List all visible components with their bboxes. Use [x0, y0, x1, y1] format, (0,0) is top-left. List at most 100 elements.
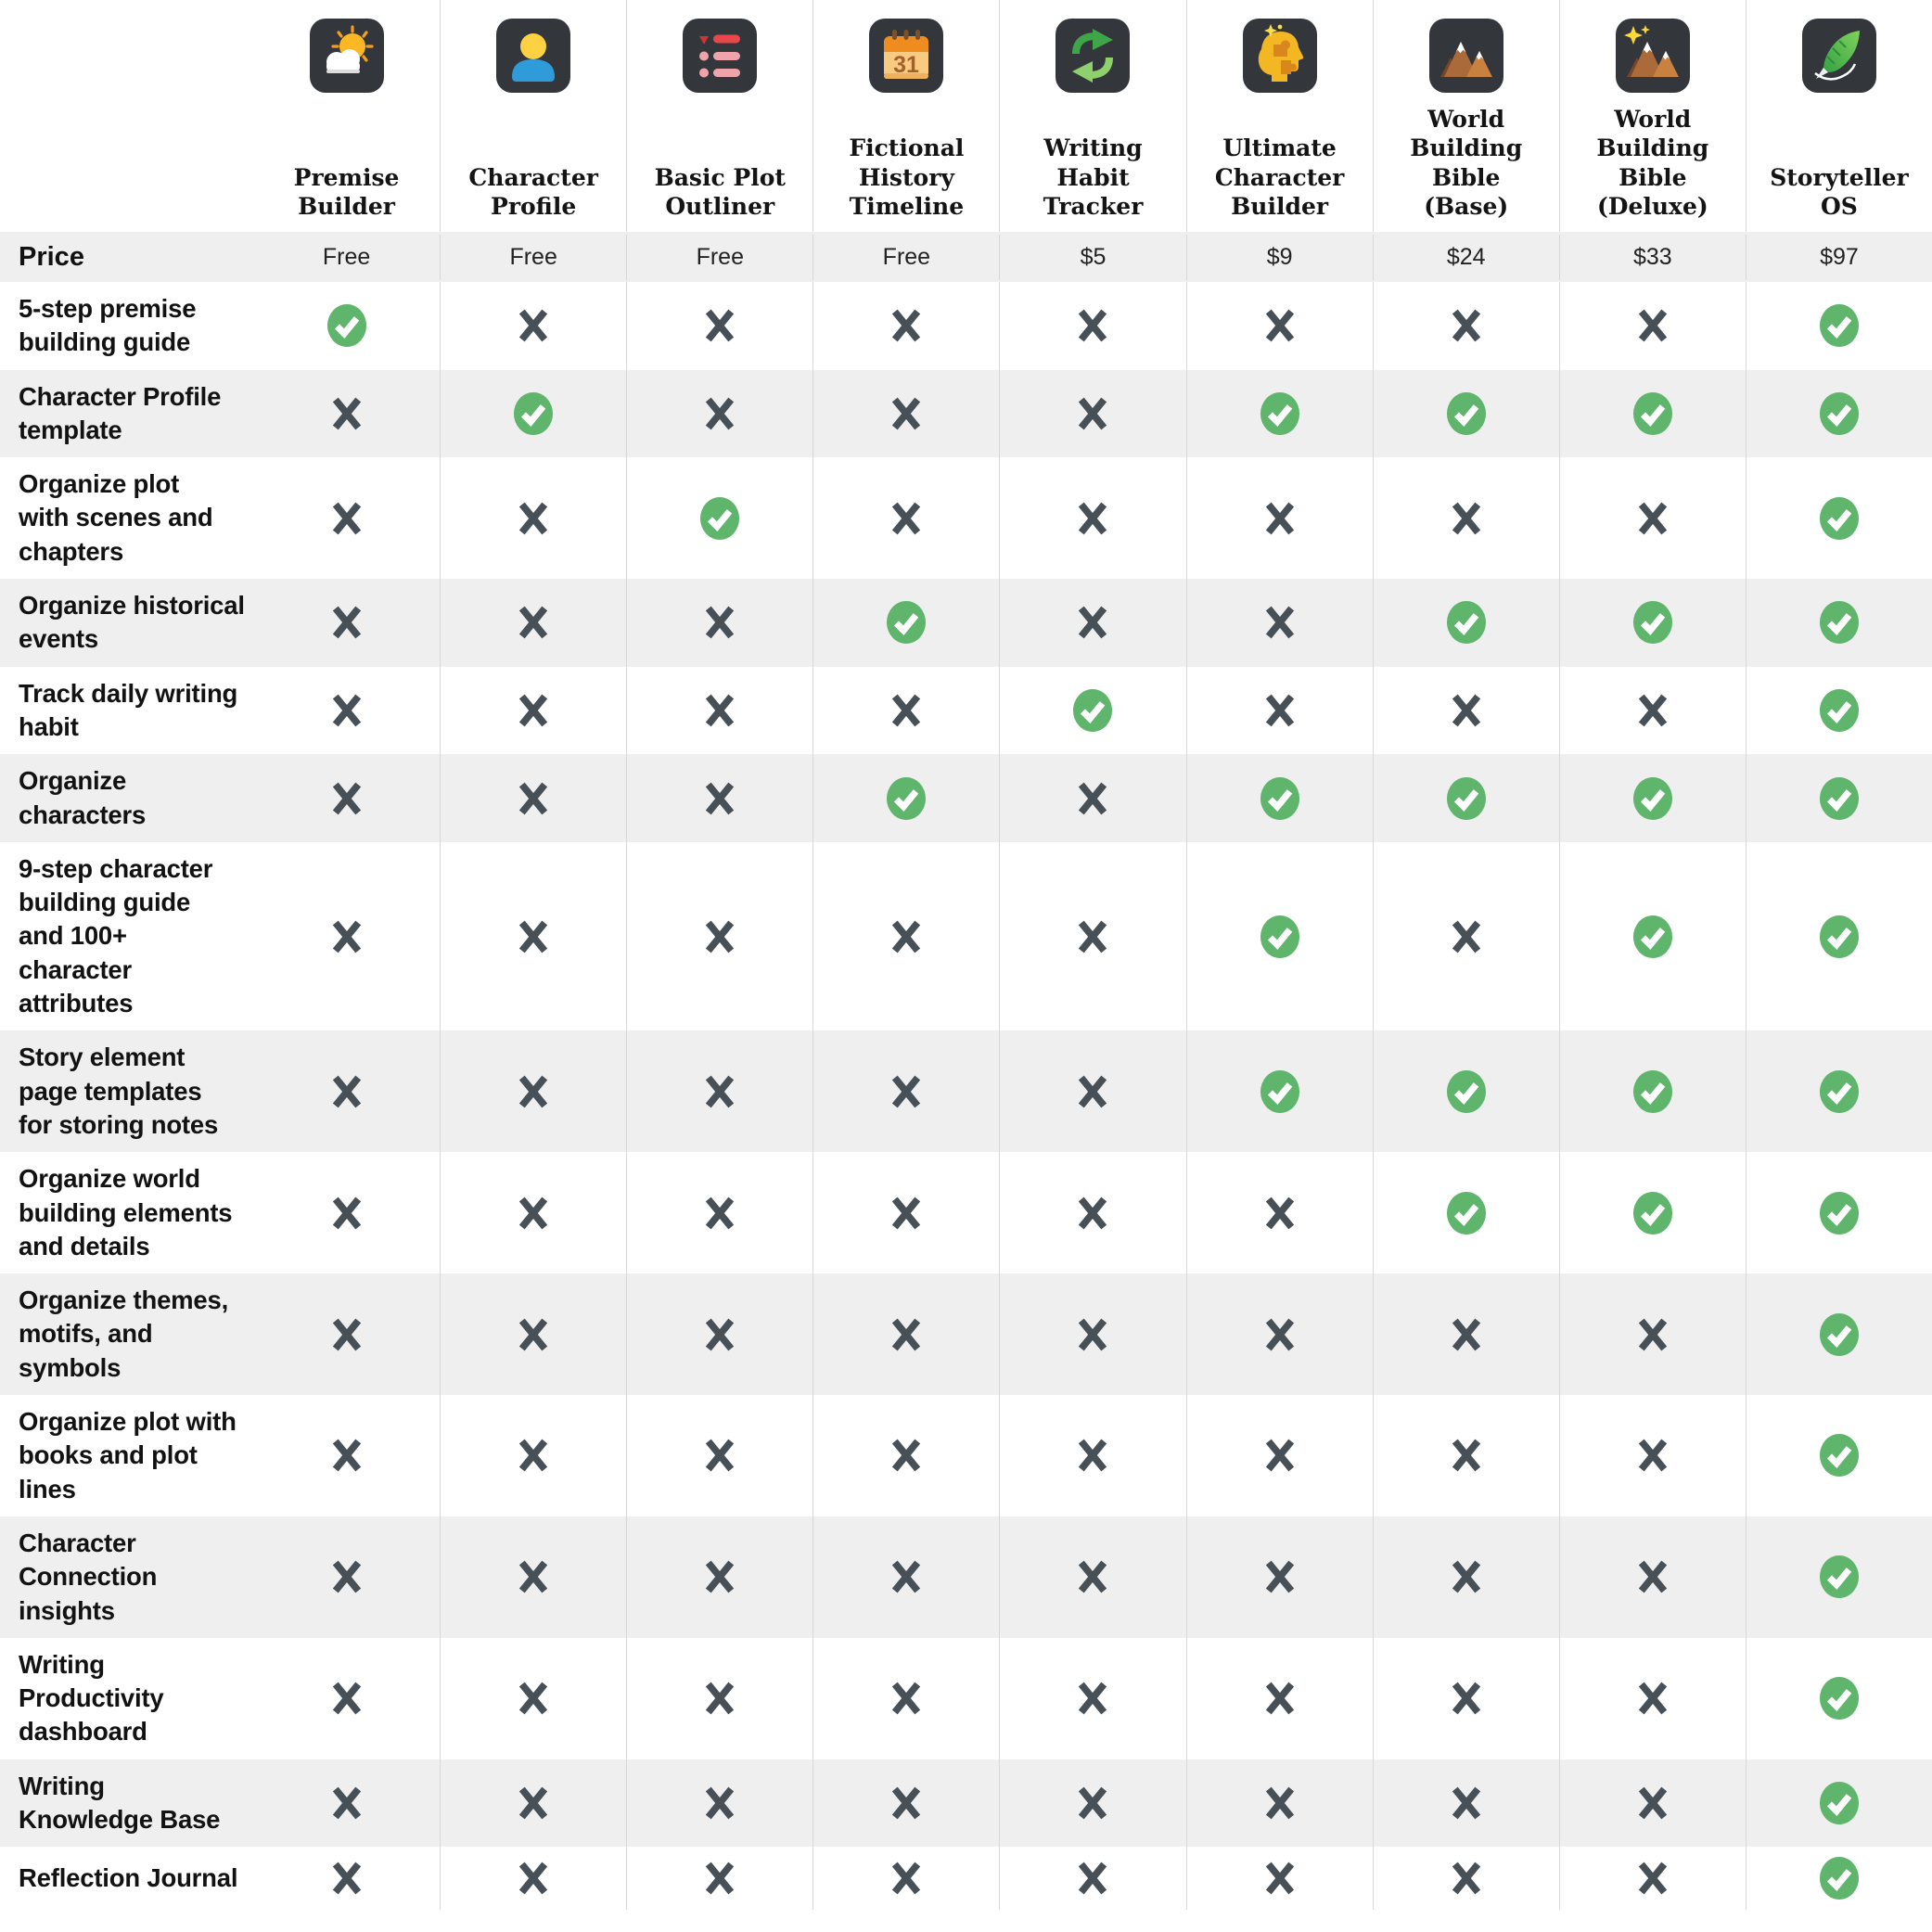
feature-label: Character Connection insights [19, 1528, 158, 1625]
basic-plot-outliner-icon [683, 19, 758, 97]
check-icon [1558, 754, 1746, 842]
check-icon [1558, 1030, 1746, 1153]
cross-icon [1558, 1759, 1746, 1848]
check-icon [1745, 666, 1932, 755]
column-header-world-building-bible-base: World Building Bible (Base) [1372, 0, 1559, 232]
cross-icon [812, 282, 999, 370]
cross-icon [812, 1395, 999, 1516]
header-corner-spacer [0, 0, 253, 232]
table-header-row: Premise Builder Character Profile Basic … [0, 0, 1932, 232]
cross-icon [1372, 1637, 1559, 1759]
cross-icon [626, 1152, 812, 1274]
cross-icon [1185, 666, 1373, 755]
cross-icon [1185, 457, 1373, 580]
price-value: Free [440, 234, 626, 280]
cross-icon [440, 1637, 626, 1759]
feature-row-reflection-journal: Reflection Journal [0, 1847, 1932, 1911]
price-row-label: Price [19, 241, 84, 272]
column-header-world-building-bible-deluxe: World Building Bible (Deluxe) [1558, 0, 1746, 232]
cross-icon [1558, 457, 1746, 580]
column-title: Ultimate Character Builder [1214, 134, 1345, 220]
price-value: Free [322, 243, 371, 270]
fictional-history-timeline-icon: 31 [869, 19, 944, 97]
column-header-writing-habit-tracker: Writing Habit Tracker [999, 0, 1185, 232]
cross-icon [253, 1847, 440, 1910]
cross-icon [626, 1395, 812, 1516]
column-header-ultimate-character-builder: Ultimate Character Builder [1185, 0, 1373, 232]
check-icon [440, 369, 626, 458]
feature-label: Writing Productivity dashboard [19, 1649, 164, 1746]
cross-icon [812, 666, 999, 755]
feature-row-organize-themes: Organize themes, motifs, and symbols [0, 1273, 1932, 1396]
price-row: Price Free Free Free Free $5 $9 $24 $33 $97 [0, 232, 1932, 282]
feature-label: 9-step character building guide and 100+… [19, 853, 213, 1018]
cross-icon [626, 1273, 812, 1396]
column-header-fictional-history-timeline: 31 Fictional History Timeline [812, 0, 999, 232]
feature-row-5-step-premise: 5-step premise building guide [0, 282, 1932, 370]
cross-icon [1185, 282, 1373, 370]
cross-icon [440, 754, 626, 842]
cross-icon [440, 1152, 626, 1274]
price-value: $5 [999, 234, 1185, 280]
cross-icon [253, 1273, 440, 1395]
feature-row-organize: Organize characters [0, 754, 1932, 842]
cross-icon [1185, 1847, 1373, 1911]
cross-icon [999, 1516, 1185, 1638]
writing-habit-tracker-icon [1056, 19, 1131, 97]
cross-icon [999, 1152, 1185, 1274]
check-icon [1745, 369, 1932, 458]
feature-row-writing: Writing Productivity dashboard [0, 1637, 1932, 1759]
cross-icon [626, 1637, 812, 1759]
check-icon [999, 666, 1185, 755]
cross-icon [626, 369, 812, 458]
column-title: Fictional History Timeline [849, 134, 965, 220]
cross-icon [999, 1395, 1185, 1516]
cross-icon [1558, 1847, 1746, 1911]
storyteller-os-icon [1801, 19, 1876, 97]
check-icon [1745, 841, 1932, 1031]
check-icon [1745, 1516, 1932, 1638]
column-header-basic-plot-outliner: Basic Plot Outliner [626, 0, 812, 232]
column-title: Writing Habit Tracker [1043, 134, 1144, 220]
check-icon [1185, 754, 1373, 842]
feature-label: Reflection Journal [19, 1863, 238, 1893]
check-icon [1745, 1273, 1932, 1396]
check-icon [253, 282, 440, 370]
check-icon [1185, 1030, 1373, 1153]
cross-icon [440, 666, 626, 755]
cross-icon [253, 1152, 440, 1273]
feature-row-9-step-character: 9-step character building guide and 100+… [0, 841, 1932, 1031]
check-icon [1745, 1395, 1932, 1516]
cross-icon [1372, 841, 1559, 1031]
cross-icon [626, 1759, 812, 1848]
cross-icon [440, 1395, 626, 1516]
cross-icon [440, 841, 626, 1031]
check-icon [812, 754, 999, 842]
feature-label: Organize themes, motifs, and symbols [19, 1286, 229, 1382]
cross-icon [1372, 1395, 1559, 1516]
character-profile-icon [496, 19, 571, 97]
feature-label: 5-step premise building guide [19, 294, 197, 357]
feature-row-writing: Writing Knowledge Base [0, 1759, 1932, 1848]
check-icon [1372, 754, 1559, 842]
cross-icon [1372, 1516, 1559, 1638]
cross-icon [253, 1759, 440, 1848]
cross-icon [812, 1152, 999, 1274]
cross-icon [999, 369, 1185, 458]
column-title: Premise Builder [293, 163, 400, 220]
cross-icon [440, 1759, 626, 1848]
column-header-storyteller-os: Storyteller OS [1745, 0, 1932, 232]
cross-icon [626, 1030, 812, 1153]
cross-icon [812, 1030, 999, 1153]
column-title: Basic Plot Outliner [654, 163, 786, 220]
cross-icon [253, 457, 440, 579]
price-value: Free [812, 234, 999, 280]
cross-icon [1185, 1395, 1373, 1516]
cross-icon [999, 1759, 1185, 1848]
price-value: Free [626, 234, 812, 280]
price-value: $9 [1185, 234, 1373, 280]
cross-icon [1185, 1759, 1373, 1848]
cross-icon [253, 1030, 440, 1152]
check-icon [1745, 1030, 1932, 1153]
check-icon [626, 457, 812, 580]
